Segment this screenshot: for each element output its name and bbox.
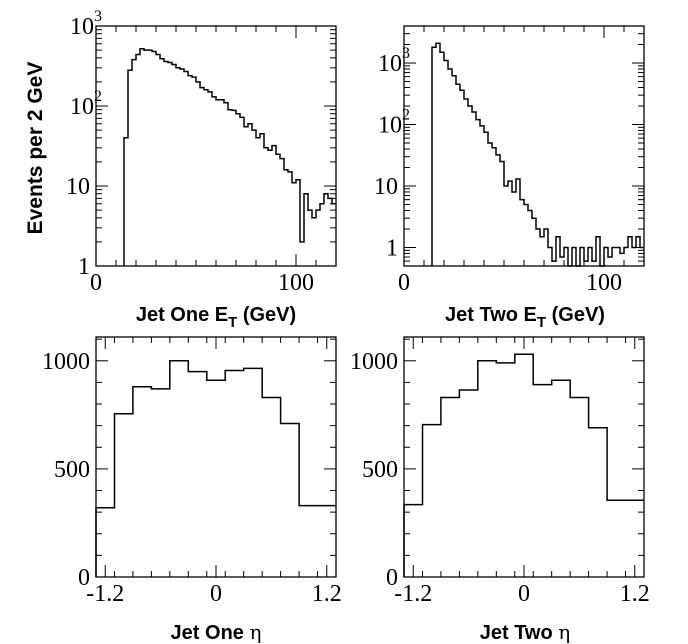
y-axis-label: Events per 2 GeV bbox=[24, 62, 47, 235]
x-tick-label: -1.2 bbox=[394, 581, 432, 607]
y-tick-label: 500 bbox=[362, 457, 398, 483]
y-tick-label: 1000 bbox=[350, 349, 398, 375]
panel-top-right: 0 100 1 10 102 103 Jet Two ET (GeV) bbox=[374, 25, 645, 331]
y-tick-label: 500 bbox=[54, 457, 90, 483]
y-minor-ticks bbox=[96, 25, 336, 267]
y-tick-label: 102 bbox=[378, 107, 410, 139]
x-axis-label: Jet One η bbox=[171, 620, 262, 644]
y-tick-label: 0 bbox=[78, 565, 90, 591]
plot-frame bbox=[403, 25, 645, 267]
y-tick-label: 0 bbox=[386, 565, 398, 591]
histogram-series bbox=[431, 42, 644, 267]
x-tick-label: 0 bbox=[210, 581, 222, 607]
y-minor-ticks bbox=[404, 25, 644, 267]
panel-top-left: 0 100 1 10 102 103 Jet One ET (GeV) bbox=[66, 8, 337, 331]
y-tick-label: 1000 bbox=[42, 349, 90, 375]
y-tick-label: 103 bbox=[70, 8, 102, 40]
histogram-series bbox=[123, 47, 336, 266]
x-minor-ticks bbox=[403, 337, 645, 577]
x-tick-label: 100 bbox=[278, 270, 314, 296]
y-minor-ticks bbox=[404, 338, 644, 578]
y-tick-label: 103 bbox=[378, 45, 410, 77]
x-tick-label: 0 bbox=[518, 581, 530, 607]
x-axis-label: Jet Two ET (GeV) bbox=[445, 304, 605, 331]
x-tick-label: 100 bbox=[586, 270, 622, 296]
y-tick-label: 1 bbox=[386, 235, 398, 261]
x-tick-label: 0 bbox=[398, 270, 410, 296]
y-tick-label: 10 bbox=[66, 174, 90, 200]
y-tick-label: 10 bbox=[374, 174, 398, 200]
x-tick-label: 1.2 bbox=[312, 581, 342, 607]
plot-frame bbox=[403, 336, 645, 578]
plot-frame bbox=[95, 336, 337, 578]
y-tick-label: 1 bbox=[78, 254, 90, 280]
histogram-series bbox=[403, 353, 644, 577]
y-minor-ticks bbox=[96, 338, 336, 578]
x-tick-label: -1.2 bbox=[86, 581, 124, 607]
x-axis-label: Jet Two η bbox=[480, 620, 571, 644]
x-tick-label: 1.2 bbox=[620, 581, 650, 607]
histogram-series bbox=[95, 360, 336, 577]
y-tick-label: 102 bbox=[70, 88, 102, 120]
x-tick-label: 0 bbox=[90, 270, 102, 296]
x-minor-ticks bbox=[95, 337, 337, 577]
x-minor-ticks bbox=[403, 26, 645, 266]
x-axis-label: Jet One ET (GeV) bbox=[136, 304, 296, 331]
